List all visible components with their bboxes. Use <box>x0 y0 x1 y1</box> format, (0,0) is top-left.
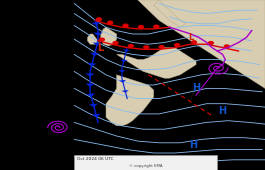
Polygon shape <box>89 104 98 107</box>
Polygon shape <box>93 42 102 46</box>
Circle shape <box>143 45 149 49</box>
Circle shape <box>128 44 134 48</box>
Polygon shape <box>118 70 126 72</box>
Polygon shape <box>91 22 101 26</box>
Circle shape <box>96 17 102 21</box>
Circle shape <box>224 44 230 48</box>
Circle shape <box>122 23 129 28</box>
Circle shape <box>191 40 197 44</box>
Polygon shape <box>86 93 95 97</box>
Polygon shape <box>85 73 95 76</box>
Polygon shape <box>121 90 129 93</box>
Bar <box>74 155 217 170</box>
Circle shape <box>208 41 214 45</box>
Text: H: H <box>192 83 200 93</box>
Text: © copyright KMA: © copyright KMA <box>129 164 162 168</box>
Circle shape <box>99 38 105 42</box>
Polygon shape <box>85 84 95 87</box>
Polygon shape <box>87 63 97 66</box>
Text: H: H <box>219 106 227 115</box>
Circle shape <box>107 21 113 25</box>
Circle shape <box>153 24 160 29</box>
Circle shape <box>174 43 180 47</box>
Polygon shape <box>91 114 101 117</box>
Polygon shape <box>93 33 103 36</box>
Circle shape <box>112 41 119 45</box>
Text: L: L <box>98 43 104 53</box>
Polygon shape <box>90 53 100 56</box>
Polygon shape <box>0 0 70 170</box>
Polygon shape <box>120 59 128 62</box>
Circle shape <box>158 45 165 49</box>
Polygon shape <box>123 49 130 52</box>
Text: H: H <box>189 140 197 149</box>
Polygon shape <box>119 80 126 83</box>
Text: L: L <box>188 33 193 42</box>
Text: Oct 2024 06 UTC: Oct 2024 06 UTC <box>77 157 113 162</box>
Circle shape <box>138 25 144 29</box>
